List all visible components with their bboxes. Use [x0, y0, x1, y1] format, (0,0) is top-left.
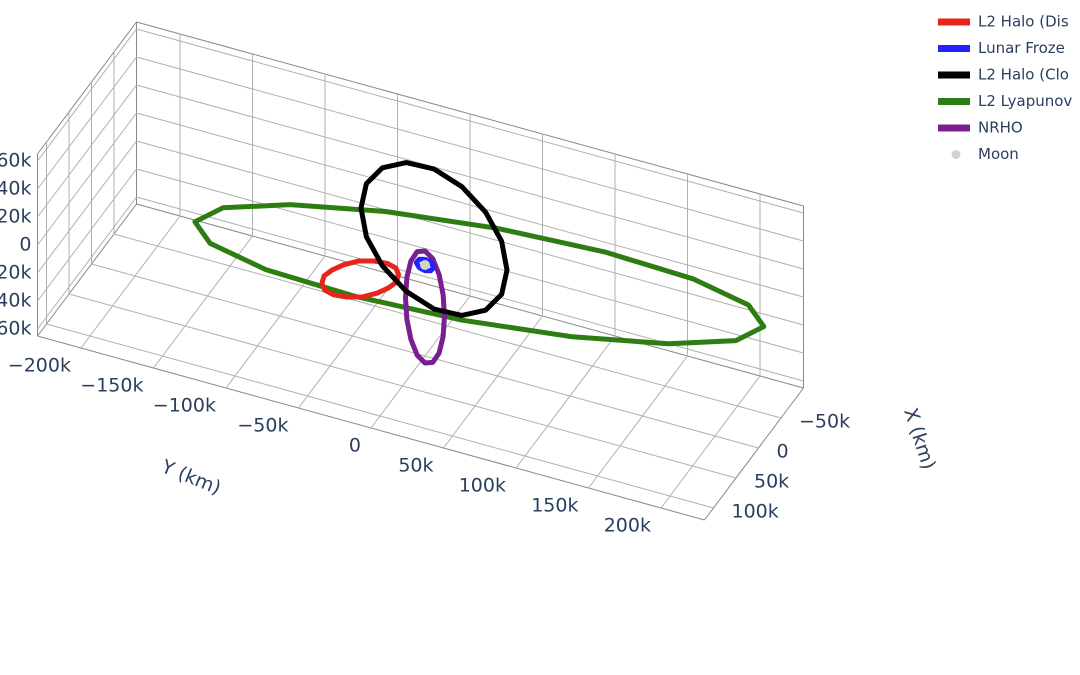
y-tick-label: 100k	[459, 475, 506, 497]
x-tick-label: 100k	[732, 501, 779, 523]
grid-line	[136, 196, 804, 382]
y-tick-label: −150k	[80, 375, 143, 397]
marker-point	[420, 260, 430, 270]
x-tick-label: 0	[777, 441, 789, 463]
orbit-line	[403, 248, 447, 366]
grid-line	[136, 56, 804, 242]
z-tick-label: −40k	[0, 290, 32, 312]
orbit-line	[413, 256, 437, 274]
y-tick-label: 50k	[398, 455, 433, 477]
orbit-line	[358, 160, 510, 318]
legend-swatch	[951, 150, 961, 159]
grid-line	[660, 375, 761, 509]
grid-line	[37, 168, 137, 302]
z-tick-label: −20k	[0, 262, 32, 284]
box-edge	[704, 387, 804, 521]
grid-line	[136, 168, 804, 354]
x-tick-label: −50k	[799, 411, 850, 433]
y-tick-label: −200k	[8, 355, 71, 377]
x-tick-label: 50k	[754, 471, 789, 493]
grid-line	[136, 112, 804, 298]
grid-line	[37, 112, 137, 246]
legend-label[interactable]: Lunar Froze	[978, 39, 1065, 57]
legend-label[interactable]: Moon	[978, 145, 1019, 163]
grid-line	[136, 28, 804, 214]
legend-label[interactable]: L2 Halo (Dis	[978, 13, 1069, 31]
orbit-line	[319, 258, 402, 300]
legend: L2 Halo (Dis Lunar Froze L2 Halo (Clo L2 Ly…	[938, 13, 1072, 163]
grid-line	[37, 84, 137, 218]
y-axis-title: Y (km)	[157, 455, 224, 499]
grid-line	[136, 140, 804, 326]
grid	[37, 21, 804, 521]
grid-line	[225, 255, 326, 389]
y-tick-label: −100k	[153, 395, 216, 417]
grid-line	[37, 196, 137, 330]
y-tick-label: 0	[349, 435, 361, 457]
y-tick-label: −50k	[237, 415, 288, 437]
z-tick-label: −60k	[0, 318, 32, 340]
box-edge	[37, 21, 137, 155]
grid-line	[37, 28, 137, 162]
grid-line	[80, 215, 181, 349]
z-tick-label: 20k	[0, 206, 32, 228]
legend-label[interactable]: L2 Halo (Clo	[978, 66, 1069, 84]
z-tick-label: 60k	[0, 150, 32, 172]
y-tick-label: 150k	[531, 495, 578, 517]
traces	[192, 160, 767, 366]
grid-line	[588, 355, 688, 489]
z-tick-label: 0	[19, 234, 31, 256]
grid-line	[298, 275, 398, 409]
legend-label[interactable]: L2 Lyapunov	[978, 92, 1072, 110]
grid-line	[515, 335, 616, 469]
x-axis-title: X (km)	[899, 405, 940, 472]
z-tick-label: 40k	[0, 178, 32, 200]
box-edge	[37, 203, 137, 337]
legend-label[interactable]: NRHO	[978, 119, 1023, 137]
grid-line	[443, 315, 543, 449]
y-tick-label: 200k	[604, 515, 651, 537]
orbit-line	[192, 202, 767, 347]
grid-line	[37, 140, 137, 274]
grid-line	[37, 56, 137, 190]
grid-line	[136, 84, 804, 270]
